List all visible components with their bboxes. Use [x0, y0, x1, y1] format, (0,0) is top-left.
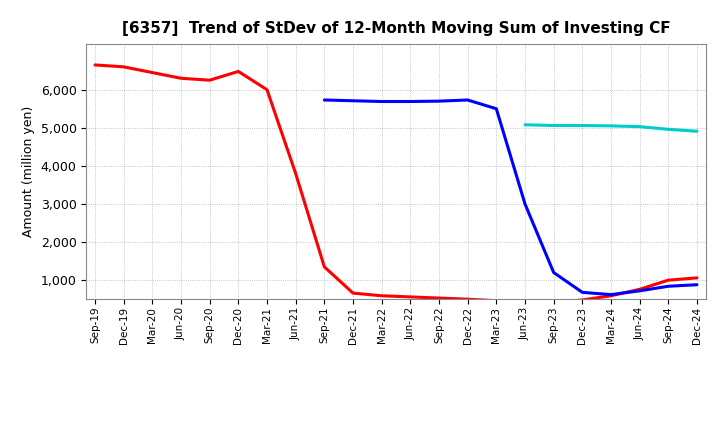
3 Years	[120, 64, 128, 70]
5 Years	[320, 97, 328, 103]
5 Years	[635, 288, 644, 293]
3 Years	[406, 294, 415, 300]
3 Years	[664, 278, 672, 283]
5 Years	[578, 290, 587, 295]
3 Years	[263, 87, 271, 92]
3 Years	[320, 264, 328, 269]
3 Years	[607, 293, 616, 298]
Line: 7 Years: 7 Years	[525, 125, 697, 131]
3 Years	[234, 69, 243, 74]
3 Years	[464, 297, 472, 302]
7 Years	[664, 127, 672, 132]
5 Years	[521, 202, 529, 207]
3 Years	[292, 171, 300, 176]
5 Years	[406, 99, 415, 104]
5 Years	[435, 99, 444, 104]
5 Years	[693, 282, 701, 287]
Y-axis label: Amount (million yen): Amount (million yen)	[22, 106, 35, 237]
7 Years	[693, 128, 701, 134]
3 Years	[377, 293, 386, 298]
3 Years	[693, 275, 701, 281]
3 Years	[578, 297, 587, 303]
5 Years	[348, 98, 357, 103]
3 Years	[521, 299, 529, 304]
7 Years	[635, 124, 644, 129]
3 Years	[492, 298, 500, 303]
3 Years	[91, 62, 99, 68]
Title: [6357]  Trend of StDev of 12-Month Moving Sum of Investing CF: [6357] Trend of StDev of 12-Month Moving…	[122, 21, 670, 36]
5 Years	[464, 97, 472, 103]
Legend: 3 Years, 5 Years, 7 Years, 10 Years: 3 Years, 5 Years, 7 Years, 10 Years	[166, 439, 626, 440]
3 Years	[635, 286, 644, 292]
7 Years	[607, 123, 616, 128]
3 Years	[435, 295, 444, 301]
3 Years	[148, 70, 157, 75]
7 Years	[549, 123, 558, 128]
5 Years	[549, 270, 558, 275]
7 Years	[578, 123, 587, 128]
3 Years	[176, 76, 185, 81]
5 Years	[492, 106, 500, 111]
5 Years	[607, 292, 616, 297]
3 Years	[205, 77, 214, 83]
Line: 5 Years: 5 Years	[324, 100, 697, 295]
5 Years	[664, 284, 672, 289]
5 Years	[377, 99, 386, 104]
3 Years	[348, 290, 357, 296]
7 Years	[521, 122, 529, 128]
3 Years	[549, 300, 558, 305]
Line: 3 Years: 3 Years	[95, 65, 697, 302]
